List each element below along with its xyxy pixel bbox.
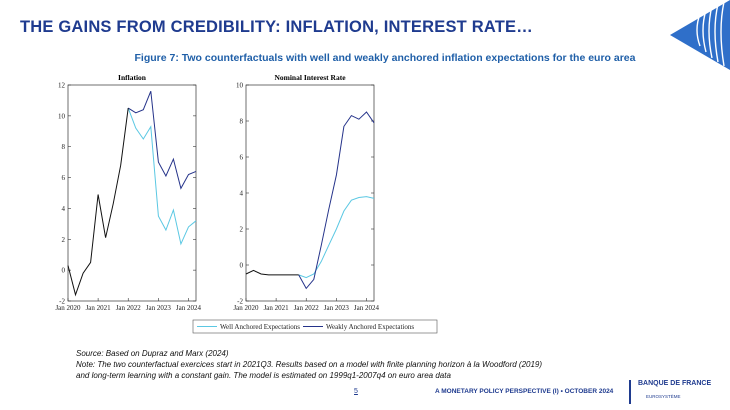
y-tick-label: 4 bbox=[240, 190, 244, 198]
figure-7-charts: Inflation -2 0 2 4 6 8 10 12 Jan 2020 Jan 2021 Jan … bbox=[55, 73, 438, 334]
legend-well-label: Well Anchored Expectations bbox=[220, 323, 300, 331]
panel-title: Inflation bbox=[118, 73, 147, 82]
well-anchored-line bbox=[298, 196, 375, 279]
y-tick-label: 10 bbox=[236, 82, 244, 90]
y-tick-label: 12 bbox=[58, 82, 66, 90]
x-tick-label: Jan 2024 bbox=[176, 304, 202, 312]
x-tick-label: Jan 2020 bbox=[55, 304, 81, 312]
logo-name: BANQUE DE FRANCE bbox=[638, 380, 712, 387]
y-tick-label: 2 bbox=[62, 236, 66, 244]
well-anchored-line bbox=[127, 107, 197, 246]
y-tick-label: 6 bbox=[240, 154, 244, 162]
weakly-anchored-line bbox=[127, 91, 197, 190]
y-tick-label: 2 bbox=[240, 226, 244, 234]
footer-text: A MONETARY POLICY PERSPECTIVE (I) • OCTO… bbox=[435, 388, 614, 395]
y-tick-label: 8 bbox=[62, 143, 66, 151]
y-tick-label: 0 bbox=[62, 267, 66, 275]
note-line-2: and long-term learning with a constant g… bbox=[76, 371, 451, 380]
plot-frame bbox=[67, 84, 197, 302]
panel-title: Nominal Interest Rate bbox=[274, 73, 346, 82]
banque-de-france-corner-logo bbox=[670, 0, 730, 70]
logo-bar bbox=[629, 380, 631, 404]
note-line-1: Note: The two counterfactual exercices s… bbox=[76, 360, 543, 369]
y-tick-label: -2 bbox=[237, 298, 243, 306]
legend-weak-label: Weakly Anchored Expectations bbox=[326, 323, 414, 331]
common-history-line bbox=[245, 269, 299, 276]
y-tick-label: 8 bbox=[240, 118, 244, 126]
common-history-line bbox=[67, 108, 129, 297]
x-tick-label: Jan 2024 bbox=[354, 304, 380, 312]
x-tick-label: Jan 2023 bbox=[324, 304, 350, 312]
logo-subtitle: EUROSYSTÈME bbox=[646, 394, 681, 399]
y-tick-label: 6 bbox=[62, 174, 66, 182]
banque-de-france-logo: BANQUE DE FRANCE EUROSYSTÈME bbox=[624, 378, 714, 408]
y-tick-label: 10 bbox=[58, 112, 66, 120]
interest-rate-panel: Nominal Interest Rate -2 0 2 4 6 8 10 Jan 2020 Ja… bbox=[233, 73, 379, 312]
weakly-anchored-line bbox=[298, 111, 375, 290]
page-number[interactable]: 5 bbox=[354, 388, 358, 395]
x-tick-label: Jan 2022 bbox=[294, 304, 320, 312]
y-tick-label: 4 bbox=[62, 205, 66, 213]
x-tick-label: Jan 2021 bbox=[264, 304, 290, 312]
chart-legend: Well Anchored Expectations Weakly Anchor… bbox=[192, 319, 438, 334]
y-tick-label: 0 bbox=[240, 262, 244, 270]
x-tick-label: Jan 2020 bbox=[233, 304, 259, 312]
inflation-panel: Inflation -2 0 2 4 6 8 10 12 Jan 2020 Jan 2021 Jan … bbox=[55, 73, 201, 312]
figure-notes: Source: Based on Dupraz and Marx (2024) … bbox=[76, 348, 542, 381]
x-tick-label: Jan 2021 bbox=[86, 304, 112, 312]
x-tick-label: Jan 2022 bbox=[116, 304, 142, 312]
y-tick-label: -2 bbox=[59, 298, 65, 306]
slide-title: THE GAINS FROM CREDIBILITY: INFLATION, I… bbox=[20, 18, 533, 36]
figure-title: Figure 7: Two counterfactuals with well … bbox=[134, 52, 636, 64]
x-tick-label: Jan 2023 bbox=[146, 304, 172, 312]
source-note: Source: Based on Dupraz and Marx (2024) bbox=[76, 349, 229, 358]
